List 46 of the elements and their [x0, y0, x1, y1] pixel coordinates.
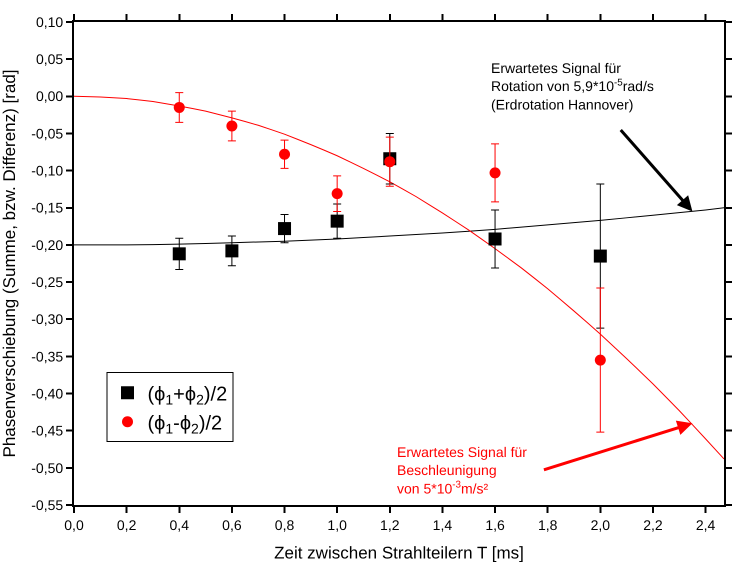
- x-tick-label: 1,4: [432, 516, 452, 533]
- x-tick-label: 1,2: [380, 516, 400, 533]
- point: [226, 120, 238, 132]
- point: [278, 222, 292, 236]
- point: [279, 148, 290, 160]
- point: [384, 156, 396, 168]
- y-tick-label: -0,40: [31, 385, 64, 402]
- x-tick-label: 2,2: [643, 516, 663, 533]
- x-tick-label: 2,4: [696, 516, 716, 533]
- y-tick-label: -0,10: [31, 162, 64, 179]
- point: [594, 354, 606, 366]
- point: [172, 247, 186, 260]
- x-tick-label: 0,4: [170, 516, 190, 533]
- y-tick-label: 0,05: [36, 51, 64, 68]
- x-tick-label: 0,2: [116, 516, 137, 533]
- x-tick-label: 0,6: [222, 516, 242, 533]
- x-tick-label: 0,8: [274, 516, 294, 533]
- point: [332, 188, 343, 200]
- point: [594, 250, 607, 263]
- point: [330, 214, 344, 228]
- x-tick-label: 0,0: [64, 516, 84, 533]
- legend-label: (ϕ$_{1}$-ϕ$_{2}$)/2: [148, 412, 222, 437]
- y-tick-label: -0,25: [31, 274, 64, 290]
- x-tick-label: 1,0: [327, 516, 348, 533]
- y-tick-label: -0,35: [31, 348, 64, 364]
- y-tick-label: -0,30: [31, 311, 64, 328]
- y-tick-label: -0,45: [31, 422, 64, 439]
- point: [174, 102, 185, 113]
- point: [490, 167, 501, 178]
- x-tick-label: 2,0: [590, 516, 610, 533]
- x-axis-title: Zeit zwischen Strahlteilern T [ms]: [274, 544, 524, 563]
- y-tick-label: -0,15: [31, 200, 64, 216]
- y-tick-label: -0,20: [31, 236, 64, 253]
- y-tick-label: 0,10: [36, 14, 64, 30]
- legend-label: (ϕ$_{1}$+ϕ$_{2}$)/2: [148, 384, 228, 408]
- annotation: Erwartetes Signal für Rotation von 5,9*10$^{-5}$rad/s (Erdrotation Hannover): [491, 60, 654, 112]
- y-axis-title: Phasenverschiebung (Summe, bzw. Differenz) [rad]: [0, 69, 19, 458]
- y-tick-label: -0,50: [31, 460, 64, 476]
- y-tick-label: 0,00: [36, 88, 64, 104]
- x-tick-label: 1,6: [485, 516, 505, 533]
- annotation: Erwartetes Signal für Beschleunigung von 5*10$^{-3}$m/s²: [397, 444, 528, 496]
- x-tick-label: 1,8: [538, 516, 558, 533]
- y-tick-label: -0,05: [31, 125, 64, 142]
- y-tick-label: -0,55: [31, 496, 64, 513]
- point: [225, 244, 238, 258]
- point: [488, 232, 502, 246]
